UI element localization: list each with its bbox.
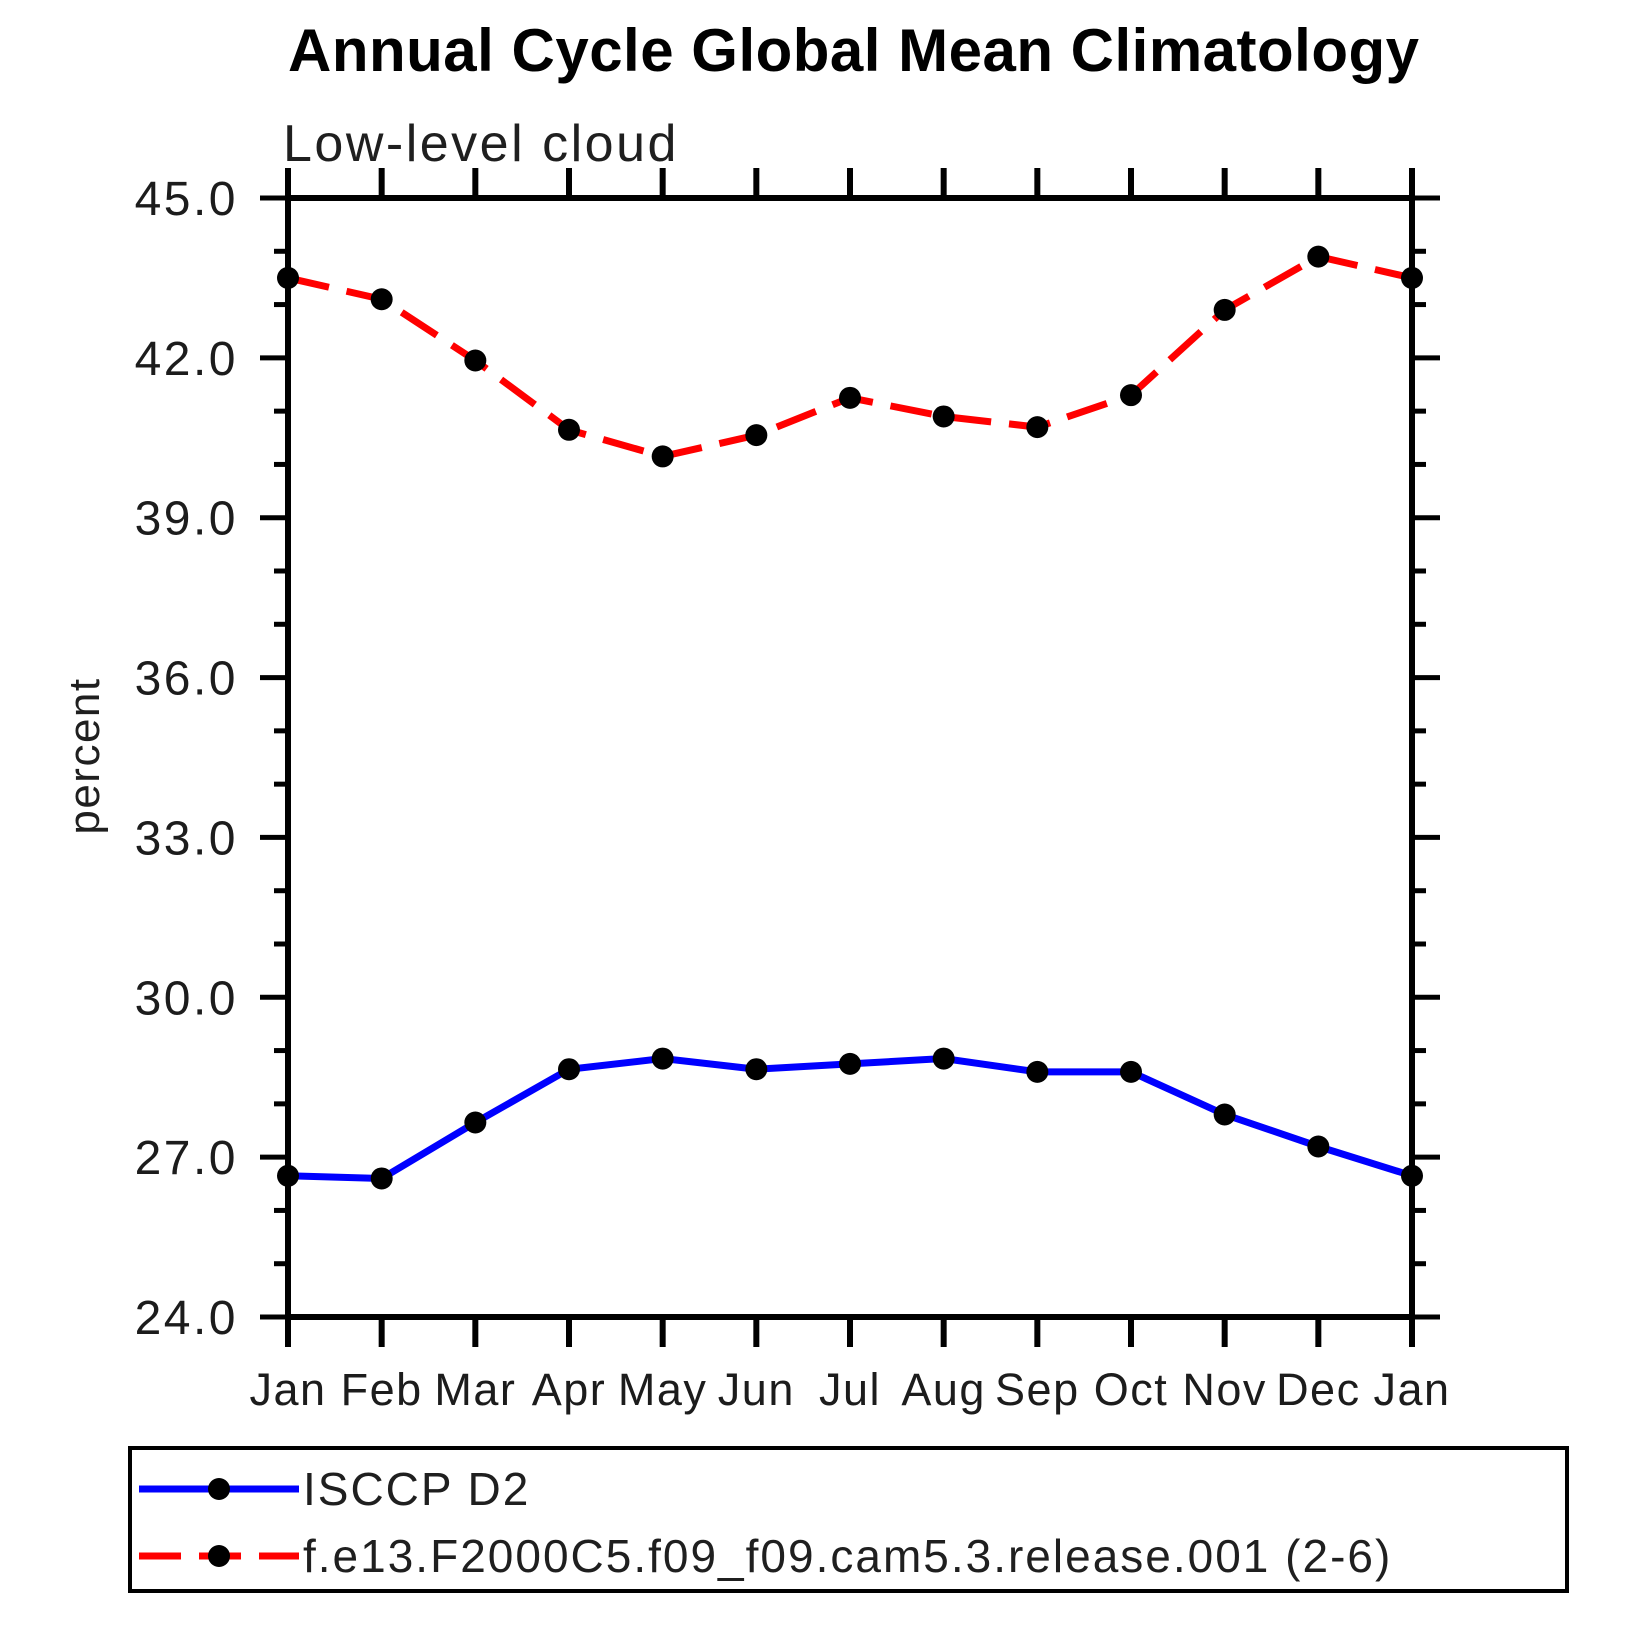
- data-point-marker: [1120, 384, 1142, 407]
- data-point-marker: [1026, 416, 1049, 439]
- legend-box: ISCCP D2 f.e13.F2000C5.f09_f09.cam5.3.re…: [128, 1446, 1569, 1593]
- y-tick-label: 45.0: [135, 173, 238, 226]
- data-point-marker: [464, 1111, 487, 1134]
- data-point-marker: [651, 1047, 674, 1070]
- legend-marker-dot: [208, 1545, 230, 1567]
- data-point-marker: [745, 424, 768, 447]
- legend-line-sample-dashed: [139, 1545, 299, 1567]
- x-tick-label: Aug: [901, 1364, 986, 1415]
- x-tick-label: Jan: [249, 1364, 326, 1415]
- data-point-marker: [558, 418, 580, 441]
- legend-marker-dot: [208, 1478, 230, 1500]
- legend-item-isccp-d2: ISCCP D2: [137, 1463, 531, 1515]
- y-tick-label: 39.0: [135, 493, 238, 546]
- y-tick-label: 27.0: [135, 1132, 238, 1185]
- x-tick-label: Oct: [1094, 1364, 1169, 1415]
- chart-subtitle: Low-level cloud: [283, 115, 679, 173]
- data-point-marker: [370, 288, 393, 311]
- x-tick-label: Apr: [532, 1364, 607, 1415]
- x-tick-label: Sep: [995, 1364, 1080, 1415]
- data-point-marker: [370, 1167, 393, 1190]
- plot-frame: [285, 195, 1415, 1320]
- x-tick-label: Dec: [1276, 1364, 1361, 1415]
- x-tick-label: Jul: [819, 1364, 881, 1415]
- y-tick-label: 36.0: [135, 653, 238, 706]
- x-tick-label: Feb: [341, 1364, 423, 1415]
- data-point-marker: [651, 445, 674, 468]
- legend-item-model-run: f.e13.F2000C5.f09_f09.cam5.3.release.001…: [137, 1530, 1393, 1582]
- data-point-marker: [932, 405, 955, 428]
- x-tick-label: Jan: [1373, 1364, 1450, 1415]
- data-point-marker: [1213, 298, 1236, 321]
- data-point-marker: [839, 386, 861, 409]
- y-tick-label: 33.0: [135, 812, 238, 865]
- data-point-marker: [1307, 245, 1330, 268]
- legend-label: ISCCP D2: [303, 1463, 531, 1515]
- legend-label: f.e13.F2000C5.f09_f09.cam5.3.release.001…: [303, 1530, 1393, 1582]
- chart-title: Annual Cycle Global Mean Climatology: [288, 17, 1420, 84]
- data-point-marker: [1213, 1103, 1236, 1126]
- series-line-f-e13-f2000c5-f09-f09-ca: [287, 252, 1413, 461]
- data-point-marker: [558, 1058, 580, 1081]
- y-tick-label: 42.0: [135, 333, 238, 386]
- data-point-marker: [839, 1052, 861, 1075]
- data-point-marker: [464, 349, 487, 372]
- x-tick-label: Mar: [434, 1364, 516, 1415]
- x-tick-label: Jun: [718, 1364, 795, 1415]
- y-tick-label: 30.0: [135, 972, 238, 1025]
- y-tick-label: 24.0: [135, 1292, 238, 1345]
- x-tick-label: May: [618, 1364, 708, 1415]
- data-point-marker: [745, 1058, 768, 1081]
- data-point-marker: [1120, 1060, 1142, 1083]
- series-line-isccp-d2: [287, 1055, 1414, 1182]
- data-point-marker: [1026, 1060, 1049, 1083]
- legend-line-sample-solid: [139, 1478, 299, 1500]
- data-point-marker: [932, 1047, 955, 1070]
- x-tick-label: Nov: [1182, 1364, 1267, 1415]
- data-point-marker: [1307, 1135, 1330, 1158]
